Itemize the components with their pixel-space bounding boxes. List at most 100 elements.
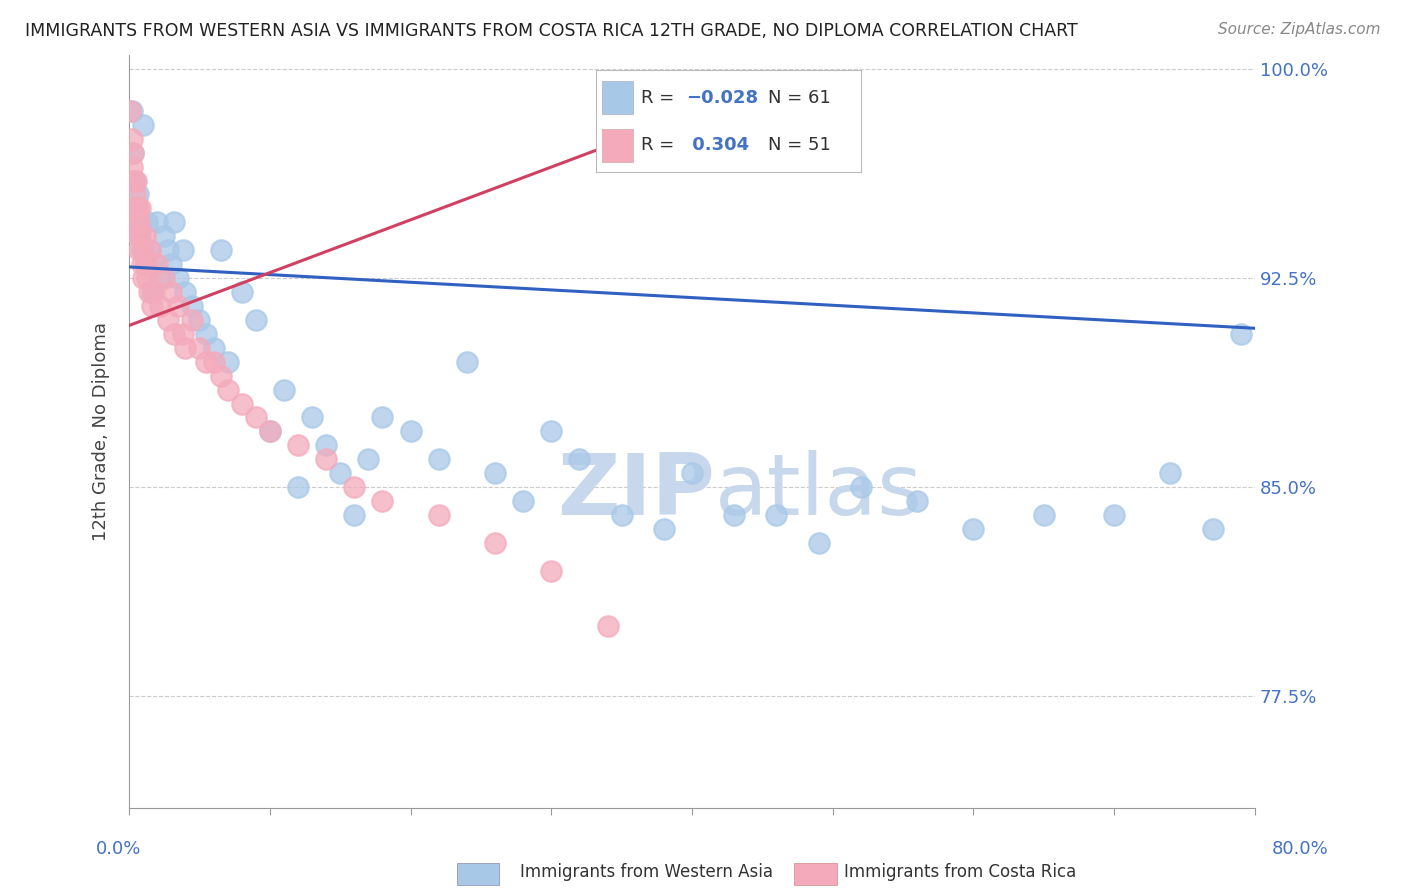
Point [143,285,166,299]
Point [610,508,633,522]
Point [128,229,150,244]
Point [188,313,211,327]
Point [209,368,232,383]
Point [135,257,157,271]
Point [163,326,186,341]
Point [329,466,352,480]
Point [127,202,149,216]
Point [315,452,337,467]
Point [427,452,450,467]
Point [128,244,150,258]
Point [371,494,394,508]
Point [484,536,506,550]
Point [231,396,253,410]
Point [143,257,166,271]
Point [146,257,169,271]
Point [141,299,163,313]
Point [172,326,194,341]
Point [1102,508,1125,522]
Point [217,354,239,368]
Point [132,244,155,258]
Point [399,425,422,439]
Point [540,425,562,439]
Point [174,285,197,299]
Point [122,173,145,187]
Point [132,118,155,132]
Point [540,564,562,578]
Point [357,452,380,467]
Point [146,215,169,229]
Text: IMMIGRANTS FROM WESTERN ASIA VS IMMIGRANTS FROM COSTA RICA 12TH GRADE, NO DIPLOM: IMMIGRANTS FROM WESTERN ASIA VS IMMIGRAN… [25,22,1078,40]
Point [124,202,146,216]
Point [141,285,163,299]
Point [905,494,928,508]
Point [1159,466,1181,480]
Point [134,229,156,244]
Point [849,480,872,494]
Text: 80.0%: 80.0% [1272,840,1329,858]
Point [121,160,143,174]
Point [273,383,295,397]
Point [188,341,211,355]
Point [259,425,281,439]
Point [139,244,162,258]
Point [160,285,183,299]
Point [1201,522,1223,536]
Text: Immigrants from Costa Rica: Immigrants from Costa Rica [844,863,1076,881]
Y-axis label: 12th Grade, No Diploma: 12th Grade, No Diploma [93,322,110,541]
Point [652,522,675,536]
Point [343,480,366,494]
Text: atlas: atlas [714,450,922,533]
Point [157,313,180,327]
Point [231,285,253,299]
Point [174,341,197,355]
Point [157,244,180,258]
Point [1032,508,1054,522]
Point [139,244,162,258]
Point [259,425,281,439]
Point [202,341,225,355]
Point [765,508,787,522]
Point [167,299,190,313]
Point [195,326,218,341]
Point [125,173,148,187]
Point [427,508,450,522]
Point [195,354,218,368]
Point [484,466,506,480]
Point [153,229,176,244]
Point [129,229,152,244]
Point [245,410,267,425]
Point [149,299,172,313]
Point [172,244,194,258]
Point [125,202,148,216]
Text: Immigrants from Western Asia: Immigrants from Western Asia [520,863,773,881]
Point [132,271,155,285]
Point [127,229,149,244]
Point [287,480,309,494]
Point [202,354,225,368]
Point [153,271,176,285]
Point [245,313,267,327]
Point [568,452,591,467]
Point [163,215,186,229]
Point [136,215,159,229]
Point [209,244,232,258]
Point [181,313,204,327]
Point [131,257,153,271]
Point [122,145,145,160]
Point [120,103,142,118]
Point [160,257,183,271]
Point [181,299,204,313]
Point [315,438,337,452]
Point [136,271,159,285]
Point [1230,326,1253,341]
Point [596,619,619,633]
Point [127,187,149,202]
Point [128,215,150,229]
Point [138,285,160,299]
Point [807,536,830,550]
Point [371,410,394,425]
Point [287,438,309,452]
Point [122,145,145,160]
Point [681,466,703,480]
